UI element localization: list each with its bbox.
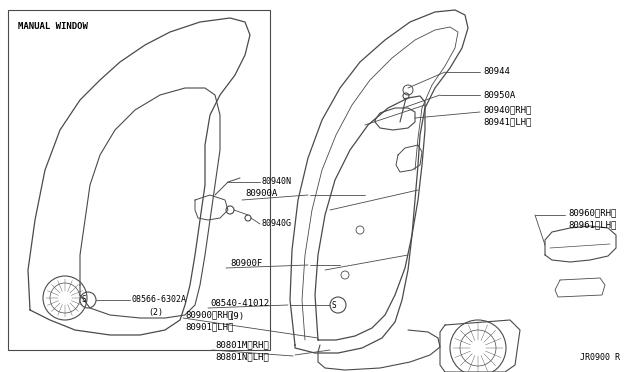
Text: (2): (2) [148, 308, 163, 317]
Text: 80801N〈LH〉: 80801N〈LH〉 [215, 353, 269, 362]
Text: 80900〈RH〉: 80900〈RH〉 [185, 311, 234, 320]
Text: 80960〈RH〉: 80960〈RH〉 [568, 208, 616, 218]
Text: JR0900 R: JR0900 R [580, 353, 620, 362]
Circle shape [80, 292, 96, 308]
Text: 80941〈LH〉: 80941〈LH〉 [483, 118, 531, 126]
Text: MANUAL WINDOW: MANUAL WINDOW [18, 22, 88, 31]
Text: 08540-41012: 08540-41012 [210, 298, 269, 308]
Bar [8, 10, 270, 350]
Text: 80940〈RH〉: 80940〈RH〉 [483, 106, 531, 115]
Text: 80900F: 80900F [230, 259, 262, 267]
Text: 80944: 80944 [483, 67, 510, 77]
Text: 80901〈LH〉: 80901〈LH〉 [185, 323, 234, 331]
Text: 80900A: 80900A [245, 189, 277, 198]
Text: 80940G: 80940G [262, 219, 292, 228]
Text: (9): (9) [228, 311, 244, 321]
Circle shape [330, 297, 346, 313]
Text: 80940N: 80940N [262, 177, 292, 186]
Text: S: S [332, 301, 336, 310]
Text: 80961〈LH〉: 80961〈LH〉 [568, 221, 616, 230]
Text: 80950A: 80950A [483, 90, 515, 99]
Text: 08566-6302A: 08566-6302A [132, 295, 187, 305]
Text: S: S [82, 295, 86, 305]
Text: 80801M〈RH〉: 80801M〈RH〉 [215, 340, 269, 350]
